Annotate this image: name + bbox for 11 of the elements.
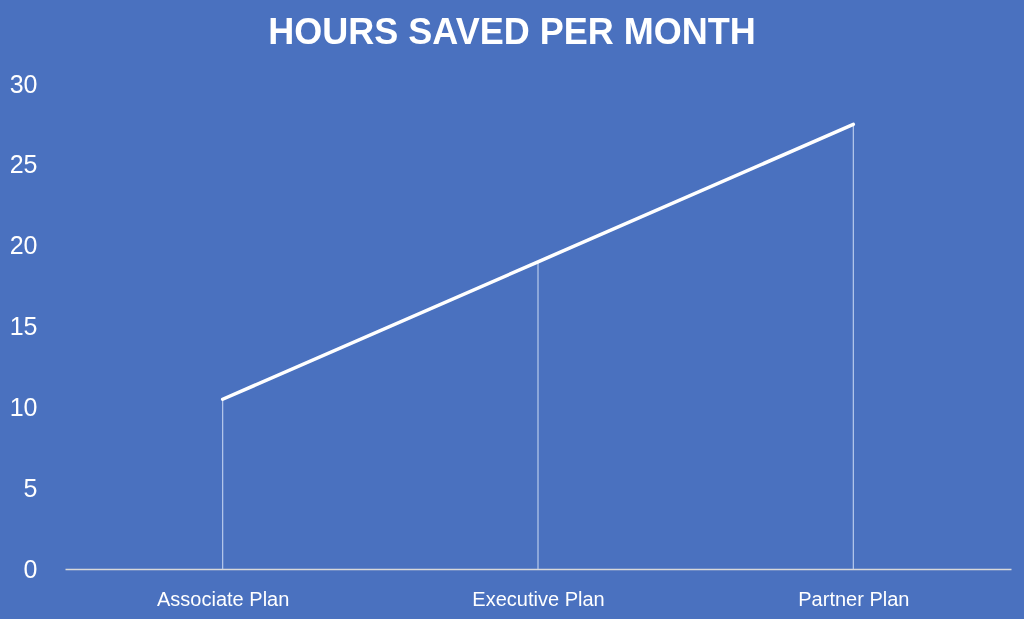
x-tick-label: Executive Plan: [472, 587, 605, 610]
x-tick-label: Associate Plan: [157, 587, 290, 610]
y-tick-label: 0: [23, 554, 38, 583]
x-tick-label: Partner Plan: [798, 587, 910, 610]
y-tick-label: 30: [9, 69, 38, 98]
y-tick-label: 15: [9, 312, 38, 340]
chart-title: HOURS SAVED PER MONTH: [268, 11, 756, 52]
y-tick-label: 20: [9, 231, 38, 260]
y-tick-label: 5: [23, 473, 38, 502]
y-tick-label: 25: [9, 150, 38, 179]
y-tick-label: 10: [9, 392, 38, 421]
